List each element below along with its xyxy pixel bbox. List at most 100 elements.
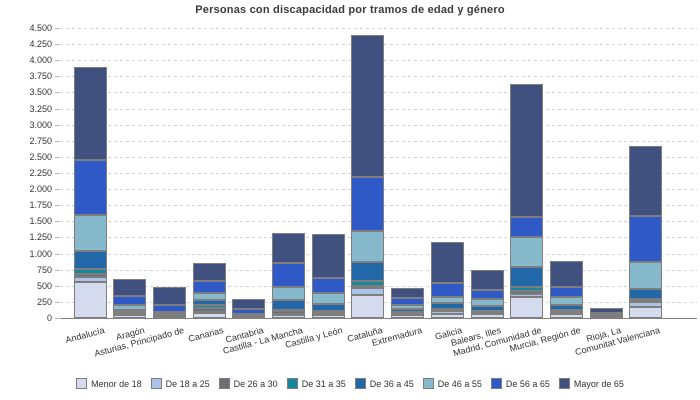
legend-item[interactable]: Menor de 18 [76, 378, 142, 389]
bar-segment[interactable] [73, 160, 107, 215]
bar-segment[interactable] [430, 296, 464, 303]
bar-segment[interactable] [192, 300, 226, 306]
bar-segment[interactable] [73, 282, 107, 318]
legend-item[interactable]: De 31 a 35 [286, 378, 346, 389]
bar-segment[interactable] [311, 234, 345, 278]
legend-item[interactable]: De 26 a 30 [218, 378, 278, 389]
bar-segment[interactable] [629, 261, 663, 290]
bar-segment[interactable] [629, 301, 663, 304]
bar-segment[interactable] [629, 307, 663, 318]
bar-segment[interactable] [152, 286, 186, 305]
bar-segment[interactable] [351, 294, 385, 318]
bar-segment[interactable] [510, 296, 544, 318]
bar-segment[interactable] [73, 67, 107, 161]
bar-segment[interactable] [470, 269, 504, 291]
bar-segment[interactable] [232, 313, 266, 316]
bar-segment[interactable] [430, 309, 464, 312]
bar-segment[interactable] [73, 274, 107, 277]
bar-segment[interactable] [549, 297, 583, 305]
bar-segment[interactable] [470, 290, 504, 300]
bar-segment[interactable] [430, 282, 464, 297]
bar-segment[interactable] [351, 285, 385, 289]
legend-item[interactable]: De 36 a 45 [354, 378, 414, 389]
legend-swatch [354, 378, 366, 389]
bar-segment[interactable] [510, 267, 544, 287]
bar-segment[interactable] [192, 293, 226, 300]
bar-segment[interactable] [549, 260, 583, 287]
bar-segment[interactable] [311, 304, 345, 311]
bar-segment[interactable] [351, 261, 385, 281]
bar-segment[interactable] [391, 304, 425, 309]
bar-segment[interactable] [113, 296, 147, 305]
bar-segment[interactable] [311, 277, 345, 294]
legend-item[interactable]: Mayor de 65 [558, 378, 624, 389]
bar-segment[interactable] [232, 298, 266, 309]
bar-segment[interactable] [73, 250, 107, 269]
bar-segment[interactable] [470, 310, 504, 313]
bar-segment[interactable] [272, 300, 305, 311]
bar-segment[interactable] [589, 308, 623, 313]
bar-segment[interactable] [113, 314, 147, 317]
bar-segment[interactable] [589, 312, 623, 315]
bar-segment[interactable] [192, 263, 226, 281]
bar-segment[interactable] [549, 286, 583, 298]
bar-segment[interactable] [73, 276, 107, 283]
bar-segment[interactable] [351, 280, 385, 286]
bar-segment[interactable] [73, 268, 107, 275]
bar-segment[interactable] [510, 286, 544, 291]
bar-segment[interactable] [510, 294, 544, 297]
legend-item[interactable]: De 46 a 55 [422, 378, 482, 389]
bar-segment[interactable] [113, 312, 147, 315]
bar-segment[interactable] [510, 290, 544, 295]
bar-segment[interactable] [152, 314, 186, 317]
bar-segment[interactable] [113, 310, 147, 313]
bar-segment[interactable] [351, 35, 385, 177]
bar-segment[interactable] [311, 310, 345, 313]
bar-segment[interactable] [430, 313, 464, 318]
bar-segment[interactable] [549, 304, 583, 310]
bar-segment[interactable] [272, 232, 305, 263]
bar-segment[interactable] [629, 215, 663, 262]
legend-item[interactable]: De 56 a 65 [490, 378, 550, 389]
bar-segment[interactable] [351, 288, 385, 295]
bar-segment[interactable] [510, 216, 544, 237]
bar-segment[interactable] [351, 176, 385, 231]
bar-segment[interactable] [430, 242, 464, 283]
bar-segment[interactable] [470, 299, 504, 306]
bar-segment[interactable] [272, 262, 305, 288]
legend-item[interactable]: De 18 a 25 [150, 378, 210, 389]
bar-segment[interactable] [470, 305, 504, 311]
bar-segment[interactable] [272, 287, 305, 301]
bar-segment[interactable] [311, 314, 345, 317]
bar-segment[interactable] [549, 310, 583, 312]
bar-segment[interactable] [272, 310, 305, 313]
bar-segment[interactable] [152, 311, 186, 315]
bar-segment[interactable] [192, 308, 226, 312]
bar-segment[interactable] [192, 313, 226, 318]
bar-segment[interactable] [629, 299, 663, 302]
bar-segment[interactable] [629, 145, 663, 216]
bar-segment[interactable] [152, 304, 186, 312]
bar-segment[interactable] [391, 311, 425, 314]
bar-segment[interactable] [391, 288, 425, 298]
bar-segment[interactable] [113, 304, 147, 311]
bar-segment[interactable] [589, 314, 623, 317]
bar-segment[interactable] [430, 302, 464, 310]
bar-segment[interactable] [391, 297, 425, 305]
bar-segment[interactable] [549, 312, 583, 315]
bar-segment[interactable] [510, 236, 544, 268]
bar-segment[interactable] [351, 230, 385, 262]
bar-segment[interactable] [510, 84, 544, 217]
bar-segment[interactable] [272, 313, 305, 316]
bar-segment[interactable] [113, 279, 147, 296]
y-axis-tick-label: 3.000 [29, 119, 52, 130]
bar-segment[interactable] [629, 289, 663, 300]
bar-segment[interactable] [192, 281, 226, 294]
bar-segment[interactable] [391, 308, 425, 312]
bar-segment[interactable] [232, 308, 266, 314]
bar-segment[interactable] [311, 293, 345, 305]
bar-segment[interactable] [73, 214, 107, 251]
y-axis-tick-label: 3.750 [29, 71, 52, 82]
bar-segment[interactable] [192, 311, 226, 314]
bar-segment[interactable] [192, 305, 226, 309]
